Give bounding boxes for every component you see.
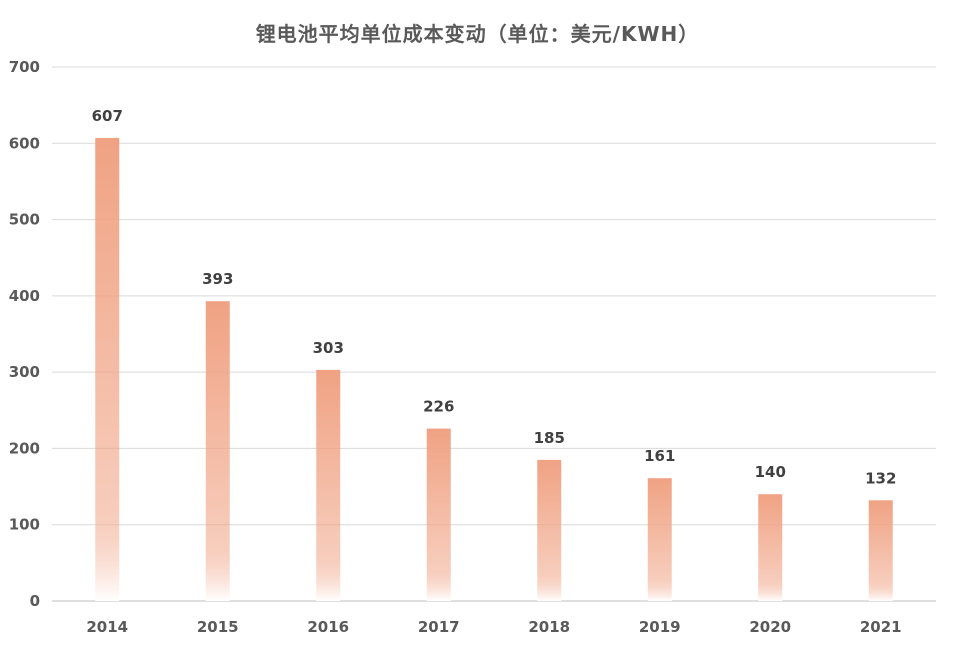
data-label-2014: 607 — [92, 107, 123, 125]
y-tick-label: 0 — [30, 592, 40, 610]
y-tick-label: 700 — [9, 58, 40, 76]
data-label-2018: 185 — [534, 429, 565, 447]
x-tick-label-2018: 2018 — [528, 618, 570, 636]
bar-2016 — [316, 369, 341, 601]
x-tick-label-2014: 2014 — [86, 618, 128, 636]
data-label-2016: 303 — [313, 339, 344, 357]
bar-2017 — [426, 428, 451, 601]
gridlines — [52, 66, 936, 602]
y-tick-label: 100 — [9, 516, 40, 534]
bar-2015 — [205, 301, 230, 601]
y-tick-label: 200 — [9, 439, 40, 457]
x-tick-label-2020: 2020 — [749, 618, 791, 636]
data-label-2021: 132 — [865, 469, 896, 487]
bar-2020 — [758, 494, 783, 601]
y-tick-label: 400 — [9, 287, 40, 305]
bars — [95, 137, 893, 601]
data-label-2015: 393 — [202, 270, 233, 288]
x-axis: 2014 2015 2016 2017 2018 2019 2020 2021 — [86, 618, 901, 636]
data-label-2020: 140 — [755, 463, 786, 481]
y-axis: 0 100 200 300 400 500 600 700 — [9, 58, 40, 610]
x-tick-label-2021: 2021 — [860, 618, 902, 636]
bar-2018 — [537, 459, 562, 601]
bar-2021 — [868, 500, 893, 601]
chart-title: 锂电池平均单位成本变动（单位：美元/KWH） — [255, 22, 700, 46]
y-tick-label: 300 — [9, 363, 40, 381]
x-tick-label-2017: 2017 — [418, 618, 460, 636]
x-tick-label-2016: 2016 — [307, 618, 349, 636]
data-label-2017: 226 — [423, 398, 454, 416]
y-tick-label: 500 — [9, 211, 40, 229]
data-labels: 607 393 303 226 185 161 140 132 — [92, 107, 897, 487]
bar-2019 — [647, 478, 672, 601]
y-tick-label: 600 — [9, 134, 40, 152]
x-tick-label-2019: 2019 — [639, 618, 681, 636]
data-label-2019: 161 — [644, 447, 675, 465]
bar-2014 — [95, 137, 120, 601]
x-tick-label-2015: 2015 — [197, 618, 239, 636]
